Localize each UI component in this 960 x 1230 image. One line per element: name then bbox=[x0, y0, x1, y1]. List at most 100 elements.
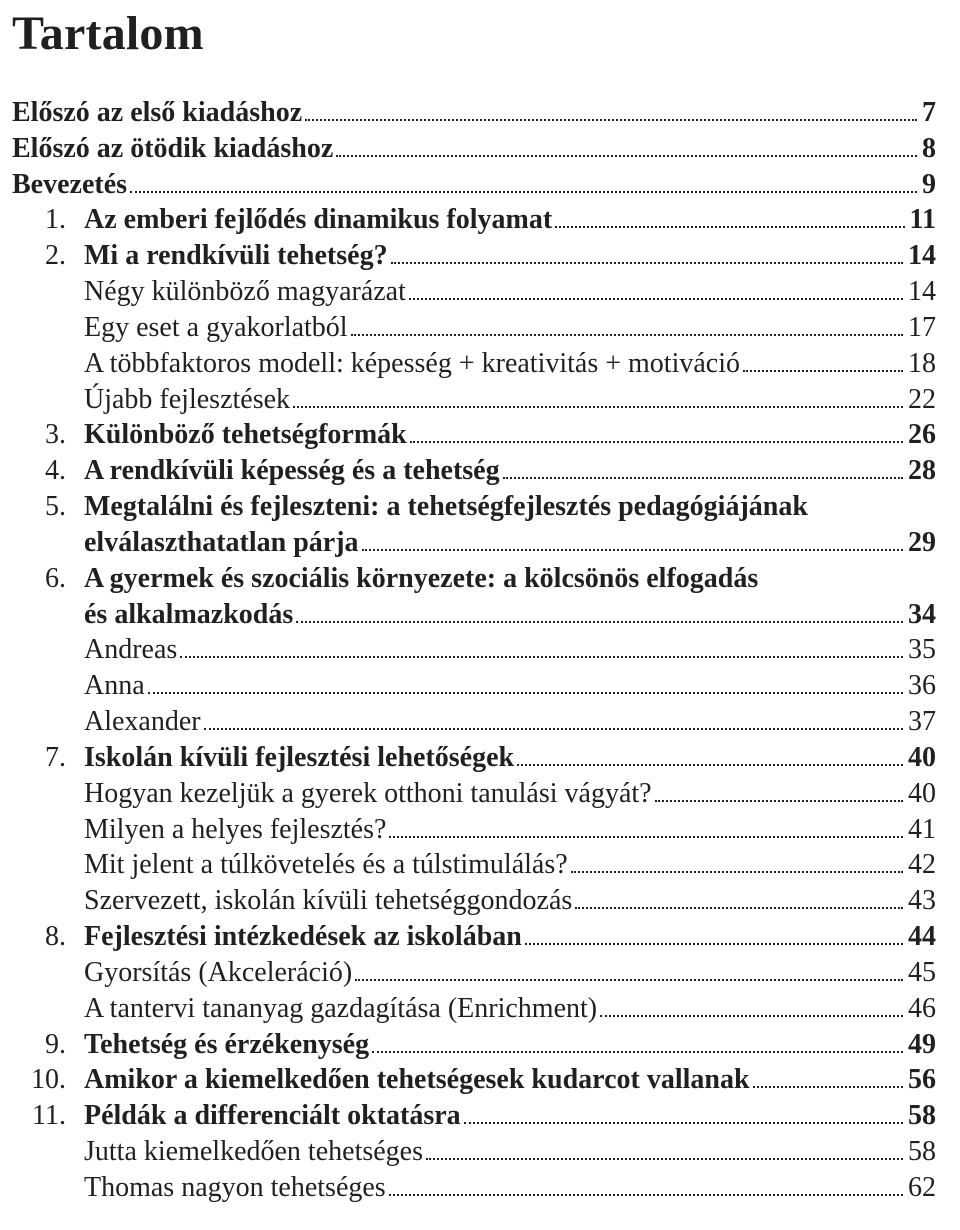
toc-leader bbox=[555, 206, 904, 228]
toc-leader bbox=[204, 708, 903, 730]
toc-entry-text: A gyermek és szociális környezete: a köl… bbox=[84, 561, 758, 597]
toc-entry-page: 26 bbox=[906, 417, 936, 453]
toc-entry-text: Iskolán kívüli fejlesztési lehetőségek bbox=[84, 740, 514, 776]
toc-entry: Egy eset a gyakorlatból17 bbox=[12, 310, 936, 346]
toc-entry-page: 37 bbox=[906, 704, 936, 740]
toc-leader bbox=[517, 744, 903, 766]
toc-entry-page: 41 bbox=[906, 812, 936, 848]
toc-leader bbox=[362, 529, 903, 551]
toc-entry-page: 49 bbox=[906, 1027, 936, 1063]
toc-entry-text: Újabb fejlesztések bbox=[84, 382, 290, 418]
toc-entry-text: Tehetség és érzékenység bbox=[84, 1027, 369, 1063]
toc-entry-page: 35 bbox=[906, 632, 936, 668]
toc-entry: Bevezetés 9 bbox=[12, 167, 936, 203]
toc-entry-page: 14 bbox=[906, 274, 936, 310]
toc-entry-number: 3. bbox=[12, 417, 84, 453]
toc-entry-number: 11. bbox=[12, 1098, 84, 1134]
toc-entry-text: Amikor a kiemelkedően tehetségesek kudar… bbox=[84, 1062, 750, 1098]
toc-leader bbox=[130, 171, 917, 193]
page-title: Tartalom bbox=[12, 6, 936, 61]
toc-entry-page: 28 bbox=[906, 453, 936, 489]
toc-entry: 6.A gyermek és szociális környezete: a k… bbox=[12, 561, 936, 633]
toc-entry-page: 58 bbox=[906, 1098, 936, 1134]
toc-entry: Anna36 bbox=[12, 668, 936, 704]
toc-entry-text: Mi a rendkívüli tehetség? bbox=[84, 238, 388, 274]
toc-entry-page: 9 bbox=[920, 167, 936, 203]
toc-entry: Előszó az első kiadáshoz 7 bbox=[12, 95, 936, 131]
toc-leader bbox=[296, 600, 903, 622]
toc-entry: 8.Fejlesztési intézkedések az iskolában4… bbox=[12, 919, 936, 955]
toc-entry: Alexander37 bbox=[12, 704, 936, 740]
toc-entry: Mit jelent a túlkövetelés és a túlstimul… bbox=[12, 847, 936, 883]
toc-entry-text: A rendkívüli képesség és a tehetség bbox=[84, 453, 500, 489]
toc-entry-text: Gyorsítás (Akceleráció) bbox=[84, 955, 352, 991]
toc-leader bbox=[180, 636, 903, 658]
toc-leader bbox=[571, 851, 903, 873]
toc-entry: Milyen a helyes fejlesztés? 41 bbox=[12, 812, 936, 848]
toc-list: Előszó az első kiadáshoz 7Előszó az ötödi… bbox=[12, 95, 936, 1206]
toc-leader bbox=[600, 995, 903, 1017]
toc-entry-text: Egy eset a gyakorlatból bbox=[84, 310, 348, 346]
toc-entry-number: 10. bbox=[12, 1062, 84, 1098]
toc-leader bbox=[743, 350, 903, 372]
toc-entry: 3.Különböző tehetségformák26 bbox=[12, 417, 936, 453]
toc-leader bbox=[655, 780, 903, 802]
toc-entry-page: 42 bbox=[906, 847, 936, 883]
toc-entry-text: Előszó az első kiadáshoz bbox=[12, 95, 302, 131]
toc-leader bbox=[503, 457, 903, 479]
toc-leader bbox=[351, 314, 903, 336]
toc-entry-page: 40 bbox=[906, 776, 936, 812]
toc-entry: 5.Megtalálni és fejleszteni: a tehetségf… bbox=[12, 489, 936, 561]
toc-entry: Újabb fejlesztések 22 bbox=[12, 382, 936, 418]
toc-entry-text: Megtalálni és fejleszteni: a tehetségfej… bbox=[84, 489, 808, 525]
toc-entry-number: 4. bbox=[12, 453, 84, 489]
toc-entry-page: 7 bbox=[920, 95, 936, 131]
toc-entry: Hogyan kezeljük a gyerek otthoni tanulás… bbox=[12, 776, 936, 812]
toc-entry-text: Mit jelent a túlkövetelés és a túlstimul… bbox=[84, 847, 568, 883]
toc-entry-page: 29 bbox=[906, 525, 936, 561]
toc-leader bbox=[293, 385, 903, 407]
toc-leader bbox=[525, 923, 903, 945]
toc-entry: 1.Az emberi fejlődés dinamikus folyamat1… bbox=[12, 202, 936, 238]
toc-entry-text: Milyen a helyes fejlesztés? bbox=[84, 812, 386, 848]
toc-entry-text: Példák a differenciált oktatásra bbox=[84, 1098, 461, 1134]
toc-entry-page: 22 bbox=[906, 382, 936, 418]
toc-entry-page: 40 bbox=[906, 740, 936, 776]
toc-leader bbox=[409, 278, 903, 300]
toc-entry-text: Bevezetés bbox=[12, 167, 127, 203]
toc-leader bbox=[426, 1138, 903, 1160]
toc-entry-page: 62 bbox=[906, 1170, 936, 1206]
toc-entry: 4.A rendkívüli képesség és a tehetség 28 bbox=[12, 453, 936, 489]
toc-entry: Előszó az ötödik kiadáshoz8 bbox=[12, 131, 936, 167]
toc-entry-text: Az emberi fejlődés dinamikus folyamat bbox=[84, 202, 552, 238]
toc-leader bbox=[464, 1102, 903, 1124]
toc-entry: 7.Iskolán kívüli fejlesztési lehetőségek… bbox=[12, 740, 936, 776]
toc-entry-text: Fejlesztési intézkedések az iskolában bbox=[84, 919, 522, 955]
toc-entry: Thomas nagyon tehetséges 62 bbox=[12, 1170, 936, 1206]
toc-entry-text: Szervezett, iskolán kívüli tehetséggondo… bbox=[84, 883, 572, 919]
toc-entry-page: 56 bbox=[906, 1062, 936, 1098]
toc-entry-text: Andreas bbox=[84, 632, 177, 668]
toc-entry-text: Thomas nagyon tehetséges bbox=[84, 1170, 386, 1206]
toc-leader bbox=[372, 1030, 903, 1052]
toc-entry: 2.Mi a rendkívüli tehetség?14 bbox=[12, 238, 936, 274]
toc-entry-page: 8 bbox=[920, 131, 936, 167]
toc-entry-text: Hogyan kezeljük a gyerek otthoni tanulás… bbox=[84, 776, 652, 812]
toc-entry-text: A tantervi tananyag gazdagítása (Enrichm… bbox=[84, 991, 597, 1027]
toc-page: Tartalom Előszó az első kiadáshoz 7Előszó… bbox=[0, 0, 960, 1230]
toc-entry-text: Jutta kiemelkedően tehetséges bbox=[84, 1134, 423, 1170]
toc-entry-number: 1. bbox=[12, 202, 84, 238]
toc-entry-page: 14 bbox=[906, 238, 936, 274]
toc-entry-page: 43 bbox=[906, 883, 936, 919]
toc-entry-number: 5. bbox=[12, 489, 84, 525]
toc-entry-text: Négy különböző magyarázat bbox=[84, 274, 406, 310]
toc-leader bbox=[753, 1066, 903, 1088]
toc-entry-page: 58 bbox=[906, 1134, 936, 1170]
toc-entry-number: 9. bbox=[12, 1027, 84, 1063]
toc-entry-text: A többfaktoros modell: képesség + kreati… bbox=[84, 346, 740, 382]
toc-leader bbox=[410, 421, 903, 443]
toc-entry: A többfaktoros modell: képesség + kreati… bbox=[12, 346, 936, 382]
toc-entry-page: 45 bbox=[906, 955, 936, 991]
toc-entry: Szervezett, iskolán kívüli tehetséggondo… bbox=[12, 883, 936, 919]
toc-entry-text-cont: elválaszthatatlan párja bbox=[12, 525, 359, 561]
